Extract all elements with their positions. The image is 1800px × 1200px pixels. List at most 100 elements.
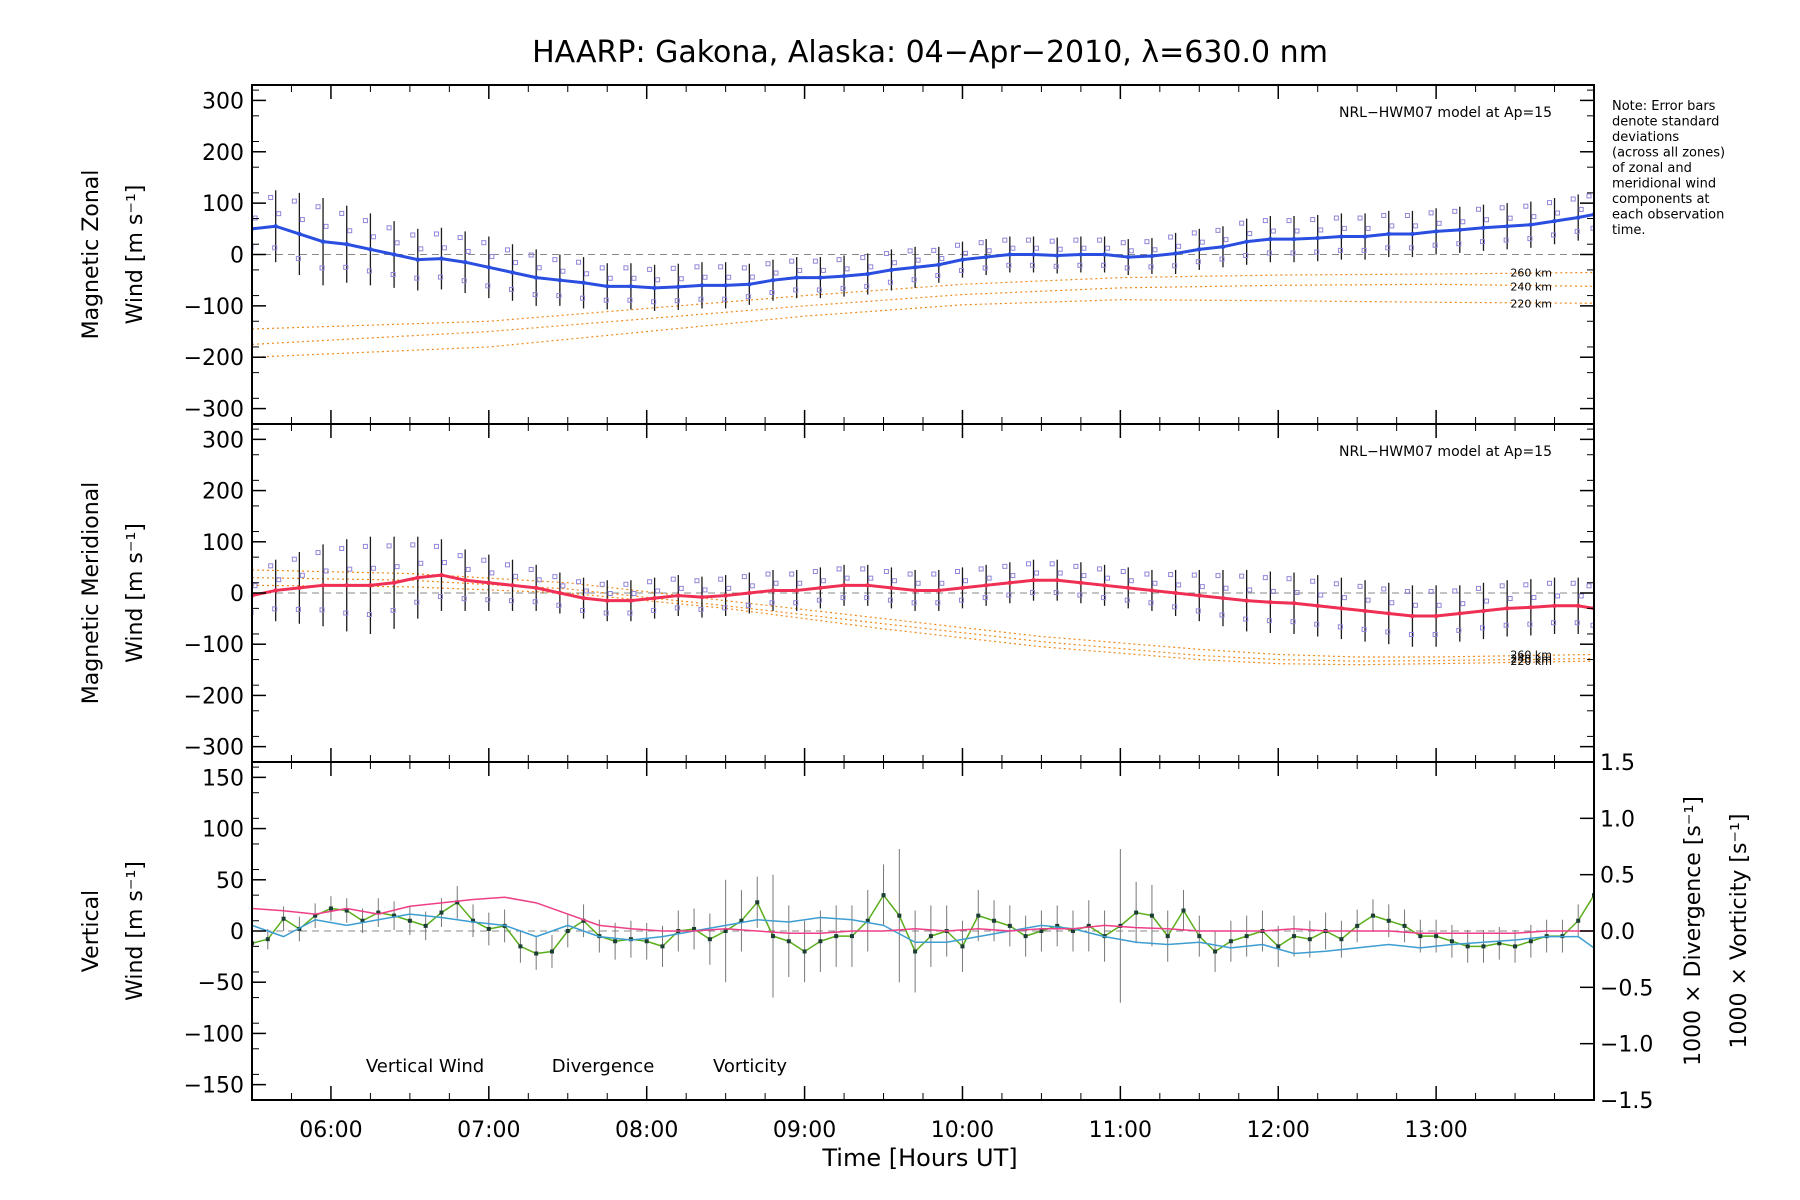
zone-marker	[939, 255, 945, 261]
data-point	[1181, 908, 1186, 913]
data-point	[439, 910, 444, 915]
zone-marker	[982, 265, 988, 271]
y-tick-label: −150	[184, 1074, 244, 1099]
zone-marker	[1570, 580, 1576, 586]
data-point	[1339, 606, 1344, 611]
data-point	[1134, 910, 1139, 915]
y-tick-label: 200	[202, 141, 244, 166]
zone-marker	[962, 250, 968, 256]
zone-marker	[481, 557, 487, 563]
data-point	[865, 271, 870, 277]
zone-marker	[1073, 563, 1079, 569]
zone-marker	[1595, 597, 1599, 601]
zone-marker	[1361, 247, 1367, 253]
data-point	[344, 242, 349, 247]
zone-marker	[1053, 589, 1059, 595]
data-point	[739, 918, 744, 923]
zone-marker	[1381, 586, 1387, 592]
zone-marker	[457, 235, 463, 241]
zone-marker	[1385, 245, 1391, 251]
zone-marker	[631, 275, 637, 281]
y-tick-label: −50	[198, 971, 244, 996]
data-point	[692, 926, 697, 931]
data-point	[368, 247, 373, 252]
data-point	[1291, 236, 1297, 242]
zone-marker	[584, 588, 590, 594]
data-point	[415, 257, 420, 262]
series-line-meridional	[252, 573, 1594, 618]
zone-marker	[1499, 583, 1505, 589]
zone-marker	[1531, 594, 1537, 600]
data-point	[652, 285, 657, 291]
data-point	[676, 284, 681, 290]
zone-marker	[1483, 217, 1489, 223]
zone-marker	[347, 566, 353, 572]
data-point	[1268, 236, 1273, 242]
data-point	[462, 577, 468, 583]
zone-marker	[816, 287, 822, 293]
zone-marker	[1073, 237, 1079, 243]
data-point	[1481, 225, 1486, 230]
data-point	[1552, 603, 1557, 609]
data-point	[1386, 231, 1391, 237]
zone-marker	[749, 274, 755, 280]
zone-marker	[505, 562, 511, 568]
zone-marker	[1408, 631, 1414, 637]
data-point	[802, 949, 807, 954]
model-curve-label: 240 km	[1510, 653, 1552, 666]
zone-marker	[1030, 589, 1036, 595]
zone-marker	[1148, 264, 1154, 270]
data-point	[1576, 603, 1581, 609]
zone-marker	[1337, 624, 1343, 630]
zone-marker	[1452, 208, 1458, 214]
y-axis-label: Wind [m s⁻¹]	[123, 185, 148, 325]
data-point	[1220, 595, 1226, 601]
data-point	[1078, 580, 1084, 585]
zone-marker	[1168, 572, 1174, 578]
zone-marker	[1266, 618, 1272, 624]
zone-marker	[1247, 231, 1253, 237]
data-point	[1173, 251, 1178, 256]
data-point	[273, 224, 278, 229]
zone-marker	[556, 293, 562, 299]
zone-marker	[1527, 621, 1533, 627]
data-point	[1481, 944, 1486, 949]
data-point	[605, 284, 610, 289]
zone-marker	[674, 605, 680, 611]
zone-marker	[1551, 620, 1557, 626]
data-point	[1078, 252, 1084, 257]
model-curve-1	[252, 577, 1594, 662]
zone-marker	[414, 599, 420, 605]
zone-marker	[1128, 248, 1134, 254]
data-point	[557, 277, 563, 283]
data-point	[1244, 239, 1249, 244]
y-axis-label: Wind [m s⁻¹]	[123, 861, 148, 1001]
zone-marker	[1026, 237, 1032, 243]
zone-marker	[1191, 572, 1197, 578]
zone-marker	[437, 274, 443, 280]
zone-marker	[1195, 259, 1201, 265]
data-point	[849, 934, 854, 939]
zone-marker	[773, 580, 779, 586]
data-point	[841, 273, 847, 279]
zone-marker	[1318, 592, 1324, 598]
zone-marker	[1097, 566, 1103, 572]
zone-marker	[840, 285, 846, 291]
zone-marker	[1290, 250, 1296, 256]
data-point	[936, 262, 941, 267]
zone-marker	[584, 271, 590, 277]
zone-marker	[623, 265, 629, 271]
zone-marker	[315, 204, 321, 210]
note-line: denote standard	[1612, 115, 1719, 130]
data-point	[976, 913, 981, 918]
zone-marker	[465, 566, 471, 572]
zone-marker	[1172, 604, 1178, 610]
zone-marker	[1570, 196, 1576, 202]
zone-marker	[276, 211, 282, 217]
zone-marker	[978, 566, 984, 572]
data-point	[320, 583, 326, 588]
data-point	[676, 593, 681, 598]
zone-marker	[793, 287, 799, 293]
zone-marker	[647, 266, 653, 272]
zone-marker	[647, 579, 653, 585]
